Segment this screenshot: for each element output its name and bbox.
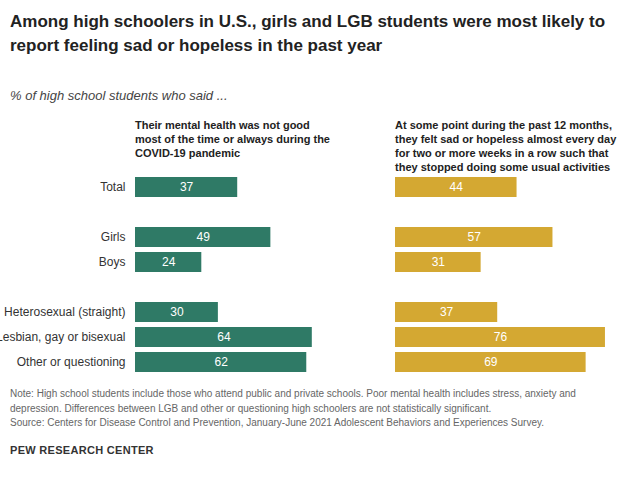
svg-text:37: 37 (180, 180, 194, 194)
svg-text:64: 64 (217, 330, 231, 344)
svg-text:57: 57 (468, 230, 482, 244)
html-text:% of high school students who: % of high school students who said ... (10, 88, 228, 103)
svg-text:69: 69 (484, 355, 498, 369)
svg-text:Boys: Boys (99, 255, 126, 269)
svg-text:Heterosexual (straight): Heterosexual (straight) (4, 305, 125, 319)
svg-text:31: 31 (432, 255, 446, 269)
svg-text:49: 49 (197, 230, 211, 244)
svg-text:Other or questioning: Other or questioning (17, 355, 126, 369)
html-text:Among high schoolers in U.S.,: Among high schoolers in U.S., girls and … (10, 12, 606, 55)
svg-text:Lesbian, gay or bisexual: Lesbian, gay or bisexual (0, 330, 126, 344)
html-text:Source: Centers for Disease Co: Source: Centers for Disease Control and … (10, 417, 544, 428)
html-text:Note: High school students inc: Note: High school students include those… (10, 388, 576, 414)
html-text:PEW RESEARCH CENTER: PEW RESEARCH CENTER (10, 444, 154, 456)
svg-text:30: 30 (170, 305, 184, 319)
svg-text:Total: Total (100, 180, 125, 194)
svg-text:76: 76 (494, 330, 508, 344)
svg-text:Girls: Girls (101, 230, 126, 244)
html-text:At some point during the past: At some point during the past 12 months,… (395, 119, 617, 173)
svg-text:44: 44 (450, 180, 464, 194)
svg-text:24: 24 (162, 255, 176, 269)
svg-text:62: 62 (214, 355, 228, 369)
svg-text:37: 37 (440, 305, 454, 319)
html-text:Their mental health was not go: Their mental health was not good most of… (135, 119, 330, 159)
